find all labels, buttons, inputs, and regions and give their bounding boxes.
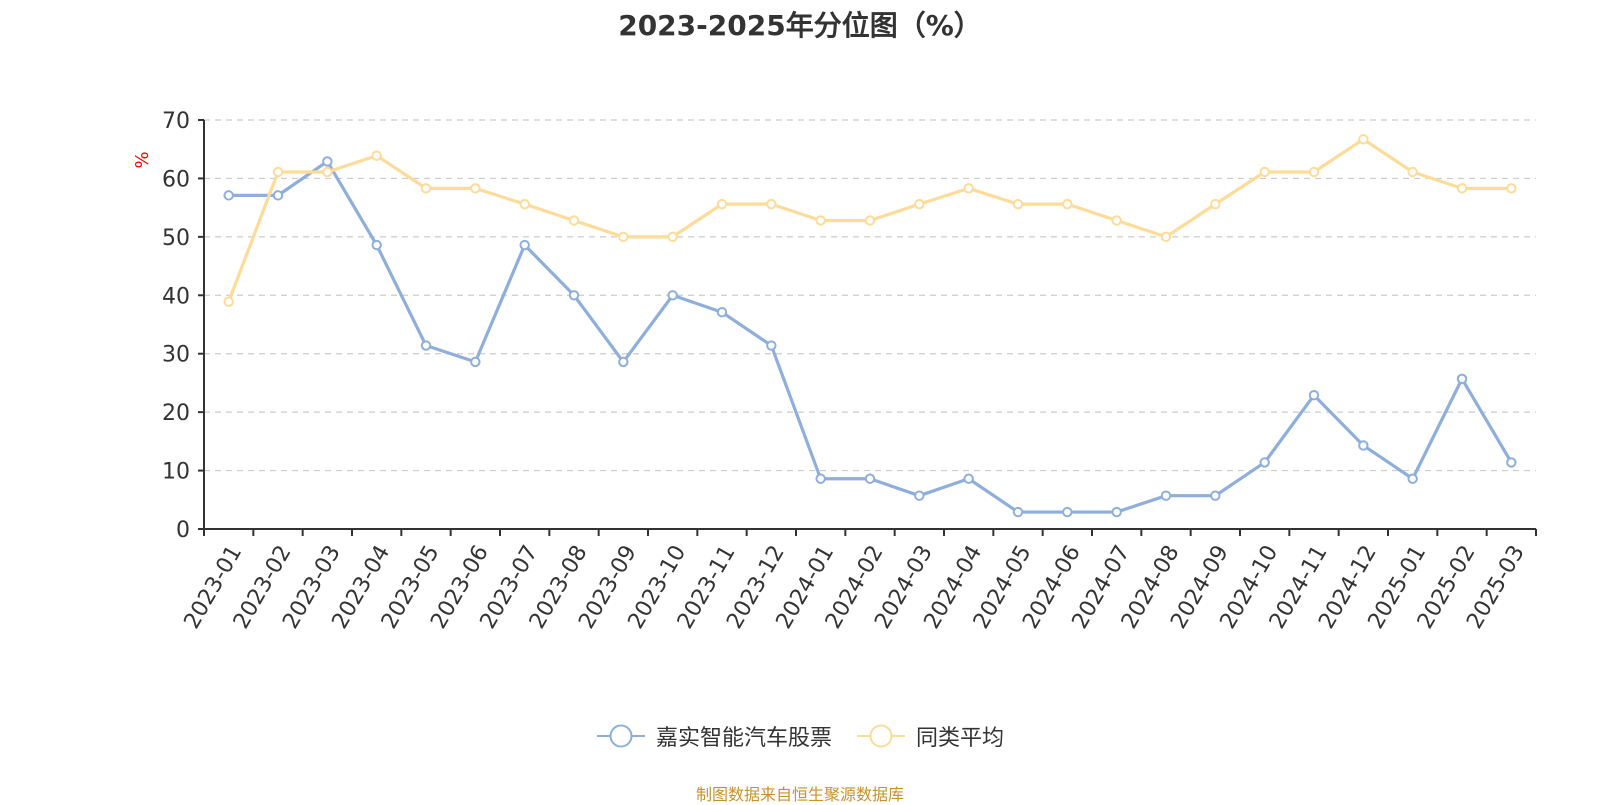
data-point[interactable]: [272, 190, 284, 201]
data-point[interactable]: [1111, 506, 1122, 518]
series-lines: [223, 134, 1517, 518]
y-tick-label: 70: [162, 109, 190, 134]
y-tick-label: 30: [162, 343, 190, 368]
data-point[interactable]: [470, 356, 481, 368]
data-point[interactable]: [1012, 198, 1024, 210]
series-2: [223, 134, 1517, 307]
data-point[interactable]: [272, 166, 284, 178]
data-point[interactable]: [618, 356, 629, 368]
y-tick-label: 50: [162, 226, 190, 251]
data-point[interactable]: [766, 198, 777, 210]
data-point[interactable]: [420, 340, 432, 351]
data-point[interactable]: [716, 307, 728, 318]
data-point[interactable]: [667, 290, 678, 301]
data-point[interactable]: [420, 183, 432, 194]
data-point[interactable]: [1062, 506, 1073, 518]
data-point[interactable]: [1407, 473, 1418, 484]
data-point[interactable]: [1210, 490, 1221, 501]
legend-item[interactable]: 同类平均: [856, 720, 1004, 752]
data-point[interactable]: [1259, 457, 1270, 468]
data-point[interactable]: [1160, 231, 1172, 243]
data-point[interactable]: [223, 296, 234, 307]
y-tick-labels: 0 10 20 30 40 50 60 70: [162, 109, 190, 543]
data-point[interactable]: [1259, 166, 1270, 178]
data-point[interactable]: [1506, 183, 1517, 194]
data-point[interactable]: [1308, 389, 1320, 401]
data-point[interactable]: [1210, 198, 1221, 210]
data-point[interactable]: [815, 215, 826, 226]
data-source-note: 制图数据来自恒生聚源数据库: [695, 785, 904, 804]
data-point[interactable]: [568, 215, 580, 226]
y-axis-unit: %: [132, 151, 153, 168]
data-point[interactable]: [1358, 134, 1369, 145]
data-point[interactable]: [519, 239, 530, 251]
legend-label: 嘉实智能汽车股票: [655, 726, 832, 751]
data-point[interactable]: [1111, 215, 1122, 226]
legend-line-circle-icon: [857, 724, 905, 748]
data-point[interactable]: [864, 473, 876, 484]
data-point[interactable]: [322, 166, 333, 178]
data-point[interactable]: [371, 150, 382, 161]
data-point[interactable]: [1358, 440, 1369, 451]
y-tick-label: 10: [162, 460, 190, 485]
data-point[interactable]: [568, 290, 580, 301]
data-point[interactable]: [963, 473, 974, 484]
data-point[interactable]: [470, 183, 481, 194]
chart-title: 2023-2025年分位图（%）: [618, 9, 982, 42]
data-point[interactable]: [322, 156, 333, 167]
data-point[interactable]: [1160, 490, 1172, 501]
legend: 嘉实智能汽车股票 同类平均: [0, 720, 1600, 752]
data-point[interactable]: [519, 198, 530, 210]
y-tick-label: 20: [162, 401, 190, 426]
data-point[interactable]: [914, 490, 925, 501]
data-point[interactable]: [1012, 506, 1024, 518]
data-point[interactable]: [1506, 457, 1517, 468]
data-point[interactable]: [618, 231, 629, 243]
legend-label: 同类平均: [916, 726, 1005, 751]
data-point[interactable]: [766, 340, 777, 351]
data-point[interactable]: [223, 190, 234, 201]
data-point[interactable]: [1062, 198, 1073, 210]
data-point[interactable]: [1407, 166, 1418, 178]
y-tick-label: 40: [162, 284, 190, 309]
y-tick-label: 0: [176, 518, 190, 543]
series-1: [223, 156, 1517, 518]
data-point[interactable]: [1456, 373, 1468, 385]
data-point[interactable]: [815, 473, 826, 484]
data-point[interactable]: [667, 231, 678, 243]
data-point[interactable]: [371, 239, 382, 251]
data-point[interactable]: [864, 215, 876, 226]
data-point[interactable]: [963, 183, 974, 194]
legend-item[interactable]: 嘉实智能汽车股票: [596, 720, 832, 752]
data-point[interactable]: [1308, 166, 1320, 178]
data-point[interactable]: [1456, 183, 1468, 194]
axes: [198, 119, 1537, 536]
y-tick-label: 60: [162, 167, 190, 192]
x-tick-labels: 2023-012023-022023-032023-042023-052023-…: [180, 541, 1530, 633]
grid-lines: [204, 119, 1536, 472]
data-point[interactable]: [716, 198, 728, 210]
series-line: [227, 159, 1513, 514]
legend-line-circle-icon: [596, 724, 645, 748]
data-point[interactable]: [914, 198, 925, 210]
